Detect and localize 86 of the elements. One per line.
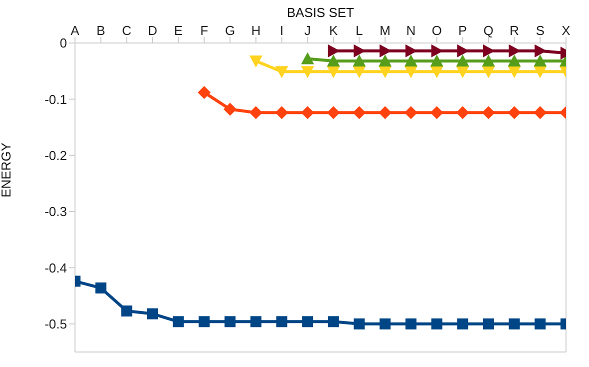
point xyxy=(534,54,547,66)
y-tick-label: -0.5 xyxy=(44,316,67,332)
point xyxy=(121,305,132,316)
point xyxy=(301,66,314,78)
point xyxy=(302,316,314,328)
x-tick-label: P xyxy=(458,23,467,38)
point xyxy=(224,316,236,328)
point xyxy=(482,54,495,66)
point xyxy=(198,316,210,328)
point xyxy=(328,44,340,58)
point xyxy=(147,308,158,320)
x-tick-label: K xyxy=(329,23,338,38)
point xyxy=(508,318,520,330)
y-tick-label: -0.3 xyxy=(44,204,67,220)
point xyxy=(249,55,262,68)
point xyxy=(250,316,262,328)
point xyxy=(404,54,418,66)
x-tick-label: E xyxy=(174,23,184,38)
point xyxy=(430,66,444,78)
point xyxy=(352,54,366,66)
x-tick-label: L xyxy=(356,23,363,38)
point xyxy=(534,44,547,58)
point xyxy=(482,66,495,78)
x-tick-label: Q xyxy=(483,23,494,38)
point xyxy=(508,54,521,66)
y-axis-title: ENERGY xyxy=(0,142,14,198)
point xyxy=(404,106,418,120)
x-tick-label: I xyxy=(280,23,284,38)
point xyxy=(508,66,521,78)
point xyxy=(352,66,366,78)
point xyxy=(198,86,211,99)
point xyxy=(508,106,521,120)
point xyxy=(380,318,391,330)
point xyxy=(326,54,340,66)
point xyxy=(482,106,495,120)
point xyxy=(456,106,470,120)
x-tick-label: F xyxy=(200,23,208,38)
point xyxy=(378,54,392,66)
point xyxy=(534,318,546,330)
point xyxy=(431,318,442,330)
x-tick-label: R xyxy=(510,23,520,38)
point xyxy=(172,316,184,328)
point xyxy=(456,66,470,78)
point xyxy=(405,44,418,58)
x-tick-label: B xyxy=(96,23,106,38)
x-tick-label: G xyxy=(224,23,236,38)
point xyxy=(326,106,340,120)
point xyxy=(482,318,494,330)
point xyxy=(378,106,392,120)
x-tick-label: A xyxy=(70,23,80,38)
x-tick-label: O xyxy=(432,23,442,38)
point xyxy=(430,54,444,66)
y-tick-label: -0.2 xyxy=(44,148,67,163)
point xyxy=(534,66,547,78)
point xyxy=(95,282,106,294)
point xyxy=(378,66,392,78)
point xyxy=(404,66,418,78)
point xyxy=(405,318,416,330)
point xyxy=(456,54,470,66)
x-tick-label: H xyxy=(251,23,261,38)
y-tick-label: 0 xyxy=(60,36,67,51)
y-tick-label: -0.4 xyxy=(44,260,67,276)
x-tick-label: M xyxy=(380,23,391,38)
point xyxy=(301,52,314,64)
point xyxy=(534,106,547,120)
point xyxy=(249,106,262,120)
point xyxy=(326,66,340,78)
point xyxy=(224,102,237,116)
point xyxy=(276,316,288,328)
x-tick-label: X xyxy=(562,23,571,38)
point xyxy=(275,106,288,120)
x-tick-label: N xyxy=(406,23,416,38)
point xyxy=(430,106,444,120)
point xyxy=(352,106,366,120)
point xyxy=(301,106,314,120)
x-tick-label: D xyxy=(148,23,158,38)
x-tick-label: C xyxy=(122,23,132,38)
x-tick-label: S xyxy=(536,23,545,38)
point xyxy=(482,44,495,58)
x-axis-title: BASIS SET xyxy=(286,5,354,20)
point xyxy=(354,318,365,330)
point xyxy=(275,66,288,78)
x-tick-label: J xyxy=(304,23,311,38)
y-tick-label: -0.1 xyxy=(44,92,67,107)
point xyxy=(457,318,468,330)
point xyxy=(328,316,339,328)
